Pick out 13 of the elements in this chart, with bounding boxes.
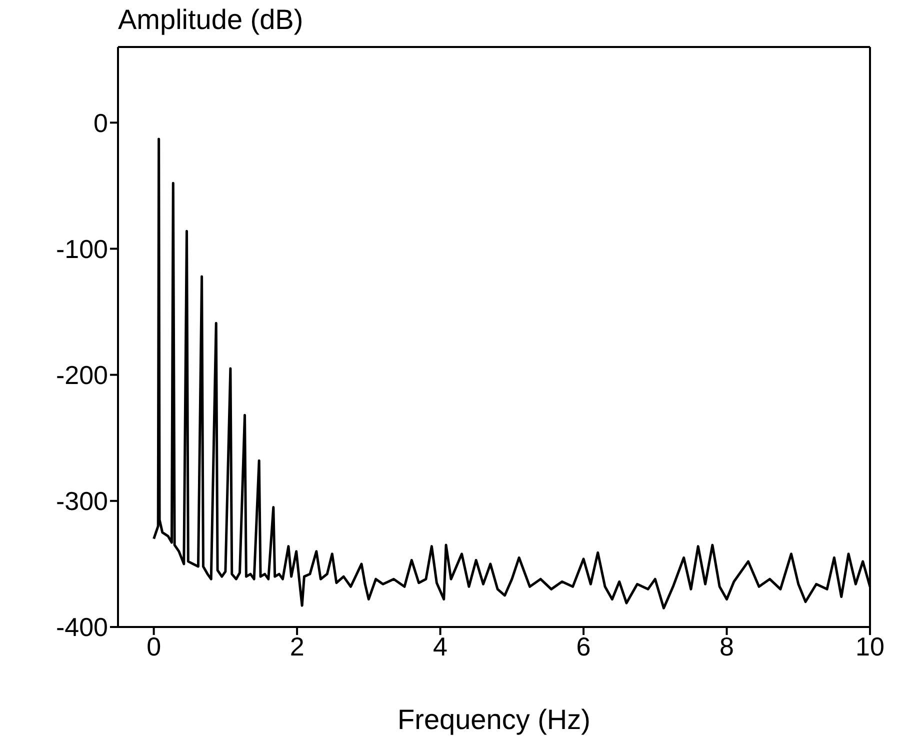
y-tick-label: -200 — [56, 360, 108, 390]
x-tick-label: 10 — [856, 631, 884, 662]
y-tick-label: 0 — [94, 108, 108, 138]
x-tick-label: 0 — [146, 631, 162, 662]
x-tick-label: 8 — [720, 631, 734, 662]
y-tick-label: -100 — [56, 234, 108, 264]
x-tick-label: 4 — [433, 631, 448, 662]
y-axis-title: Amplitude (dB) — [118, 4, 304, 36]
x-tick-label: 6 — [576, 631, 591, 662]
x-tick-label: 2 — [290, 631, 304, 662]
y-tick-label: -400 — [56, 612, 108, 642]
x-axis-title: Frequency (Hz) — [398, 704, 590, 735]
y-tick-label: -300 — [56, 486, 108, 516]
